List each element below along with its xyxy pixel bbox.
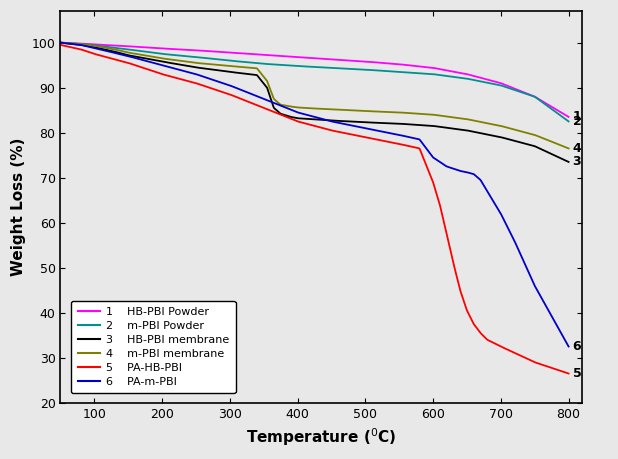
X-axis label: Temperature ($^0$C): Temperature ($^0$C)	[246, 426, 396, 448]
Text: 2: 2	[573, 115, 582, 128]
Y-axis label: Weight Loss (%): Weight Loss (%)	[11, 138, 26, 276]
Text: 5: 5	[573, 367, 582, 380]
Text: 1: 1	[573, 111, 582, 123]
Text: 3: 3	[573, 156, 582, 168]
Text: 4: 4	[573, 142, 582, 155]
Text: 6: 6	[573, 340, 582, 353]
Legend: 1    HB-PBI Powder, 2    m-PBI Powder, 3    HB-PBI membrane, 4    m-PBI membrane: 1 HB-PBI Powder, 2 m-PBI Powder, 3 HB-PB…	[71, 301, 235, 393]
